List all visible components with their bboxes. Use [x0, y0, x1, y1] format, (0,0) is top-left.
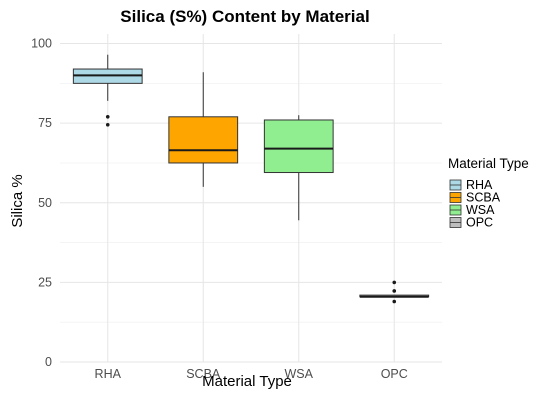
y-tick-label: 0: [45, 355, 52, 369]
legend-label: SCBA: [466, 191, 501, 205]
legend-item-rha: RHA: [449, 178, 493, 192]
y-tick-label: 100: [31, 37, 52, 51]
outlier-point: [105, 122, 110, 127]
outlier-point: [392, 289, 397, 293]
legend-title: Material Type: [448, 156, 529, 171]
box-body: [263, 119, 334, 174]
x-axis-ticks: RHA SCBA WSA OPC: [95, 367, 408, 381]
y-axis-title: Silica %: [9, 174, 26, 227]
legend-label: RHA: [466, 178, 493, 192]
y-axis-ticks: 0 25 50 75 100: [31, 37, 52, 369]
boxes-layer: [72, 54, 430, 304]
legend-item-opc: OPC: [449, 216, 493, 230]
chart-title: Silica (S%) Content by Material: [120, 7, 369, 26]
x-axis-title: Material Type: [202, 373, 292, 390]
outlier-point: [392, 280, 397, 285]
y-tick-label: 25: [38, 275, 52, 289]
legend-item-wsa: WSA: [449, 203, 495, 217]
box-rha: [72, 54, 143, 127]
box-opc: [359, 280, 430, 304]
outlier-point: [105, 114, 110, 119]
box-body: [168, 116, 239, 164]
x-tick-label: RHA: [95, 367, 122, 381]
legend-item-scba: SCBA: [449, 191, 501, 205]
box-wsa: [263, 115, 334, 221]
x-tick-label: SCBA: [186, 367, 221, 381]
outlier-point: [392, 299, 397, 304]
legend-label: WSA: [466, 203, 495, 217]
legend-label: OPC: [466, 216, 493, 230]
box-scba: [168, 72, 239, 187]
x-tick-label: OPC: [381, 367, 408, 381]
y-tick-label: 75: [38, 116, 52, 130]
y-tick-label: 50: [38, 196, 52, 210]
x-tick-label: WSA: [285, 367, 314, 381]
